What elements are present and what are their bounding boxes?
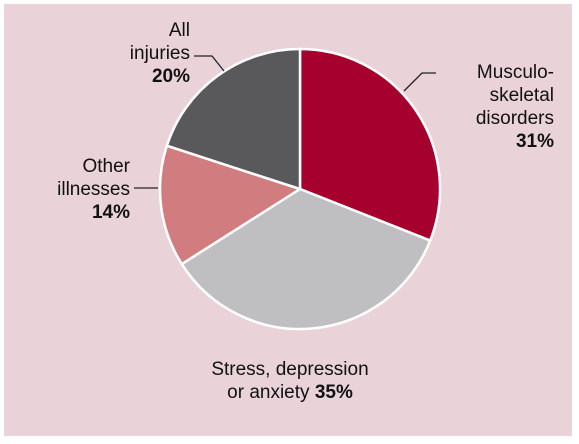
- slice-value-label: 31%: [515, 131, 554, 152]
- slice-label-musculoskeletal: Musculo- skeletal disorders 31%: [440, 61, 554, 153]
- leader-line-injuries: [194, 55, 225, 72]
- leader-line-musculoskeletal: [403, 72, 436, 92]
- slice-label-line: injuries: [129, 43, 190, 64]
- slice-label-line: All: [168, 20, 190, 41]
- slice-label-line: disorders: [475, 108, 554, 129]
- slice-label-line: Other: [82, 156, 130, 177]
- slice-value-label: 35%: [314, 382, 353, 403]
- slice-label-line: Musculo-: [476, 62, 554, 83]
- slice-label-line: skeletal: [489, 85, 554, 106]
- slice-value-label: 20%: [151, 66, 190, 87]
- pie-slices: [158, 47, 442, 331]
- slice-musculoskeletal: [298, 47, 442, 242]
- slice-other-illnesses: [158, 144, 302, 266]
- slice-injuries: [165, 47, 302, 191]
- slice-label-line: or anxiety: [227, 382, 310, 403]
- slice-value-label: 14%: [91, 202, 130, 223]
- slice-label-line: illnesses: [57, 179, 130, 200]
- slice-label-injuries: All injuries 20%: [98, 19, 190, 88]
- slice-label-stress: Stress, depression or anxiety 35%: [170, 358, 410, 404]
- slice-label-line: Stress, depression: [211, 359, 369, 380]
- slice-stress: [180, 187, 432, 331]
- slice-label-other-illnesses: Other illnesses 14%: [40, 155, 130, 224]
